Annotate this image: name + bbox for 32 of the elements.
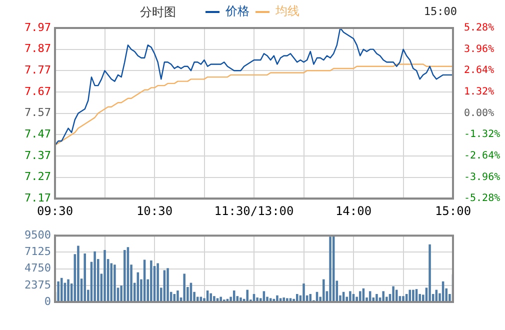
y2-tick-label: 0.00% (464, 108, 494, 119)
x-tick-label: 10:30 (136, 204, 173, 218)
y-tick-label: 7.77 (24, 64, 51, 77)
y2-tick-label: -3.96% (464, 172, 500, 183)
y2-tick-label: -2.64% (464, 150, 500, 162)
x-tick-label: 09:30 (36, 204, 74, 218)
legend-label: 均线 (274, 4, 300, 18)
y2-tick-label: 1.32% (464, 86, 494, 98)
y-tick-label: 2375 (24, 278, 51, 292)
y-tick-label: 7.47 (24, 127, 51, 140)
x-tick-label: 15:00 (434, 204, 472, 218)
y-tick-label: 7125 (24, 245, 51, 258)
text: 15:00 (424, 5, 457, 18)
chart-title: 分时图 (140, 4, 176, 21)
y2-tick-label: 3.96% (464, 44, 494, 55)
x-tick-label: 11:30/13:00 (214, 204, 294, 218)
y-tick-label: 9500 (24, 228, 51, 242)
y-tick-label: 7.67 (24, 84, 51, 98)
y-tick-label: 4750 (24, 262, 51, 275)
y-tick-label: 0 (44, 294, 51, 308)
y-tick-label: 7.17 (24, 191, 51, 204)
y2-tick-label: 5.28% (464, 22, 494, 34)
legend-label: 价格 (224, 4, 250, 18)
y-tick-label: 7.97 (24, 20, 51, 34)
y-tick-label: 7.27 (24, 170, 51, 184)
y2-tick-label: -1.32% (464, 129, 500, 140)
y-tick-label: 7.57 (24, 106, 51, 120)
y2-tick-label: -5.28% (464, 193, 500, 204)
y-tick-label: 7.87 (24, 42, 51, 56)
x-tick-label: 14:00 (335, 204, 372, 218)
y2-tick-label: 2.64% (464, 65, 494, 76)
y-tick-label: 7.37 (24, 148, 51, 162)
